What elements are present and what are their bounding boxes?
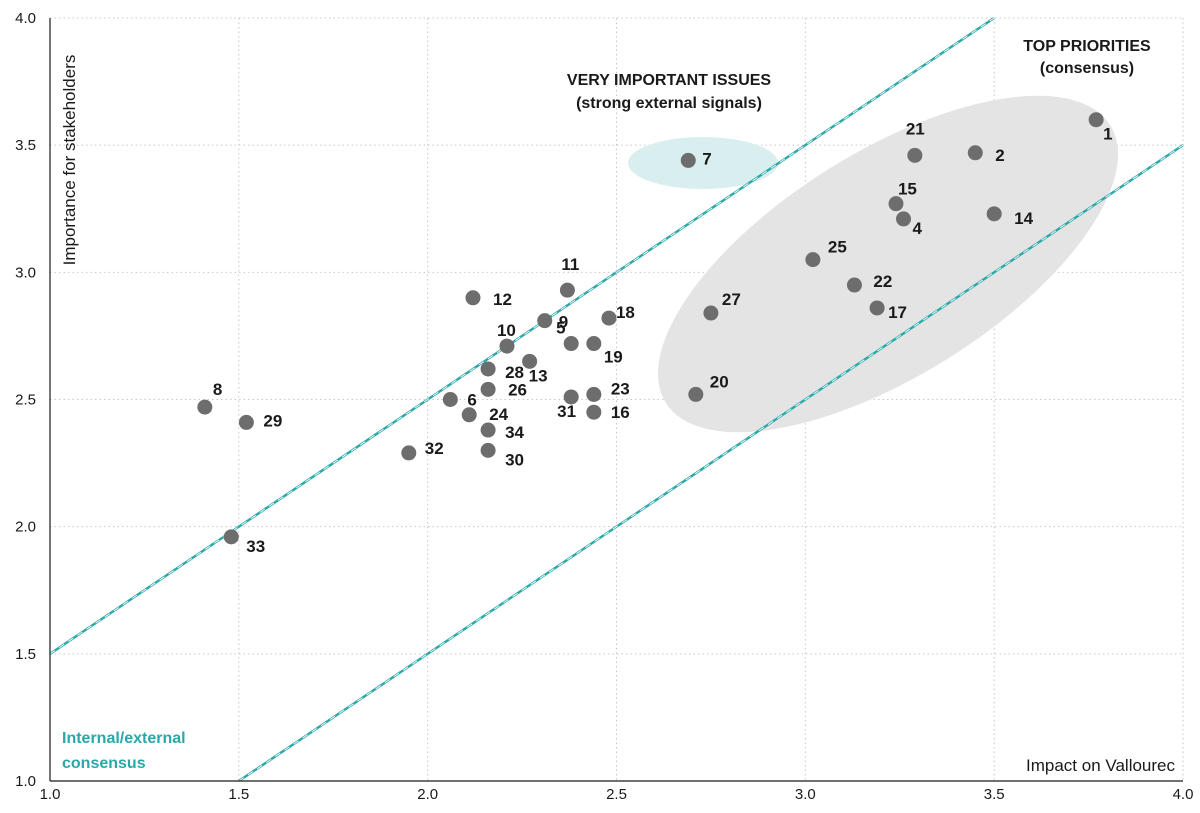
y-axis-title: Importance for stakeholders xyxy=(60,55,79,266)
consensus-lines xyxy=(49,17,1184,782)
point-label: 18 xyxy=(616,303,635,322)
x-axis-title: Impact on Vallourec xyxy=(1026,756,1175,775)
data-point xyxy=(680,152,696,168)
point-label: 29 xyxy=(263,411,282,430)
y-tick-label: 3.5 xyxy=(15,137,36,154)
consensus-label-line2: consensus xyxy=(62,755,146,772)
y-tick-label: 3.0 xyxy=(15,264,36,281)
consensus-line-dash xyxy=(238,144,1184,782)
point-label: 7 xyxy=(702,149,711,168)
x-tick-label: 1.0 xyxy=(40,786,61,803)
point-label: 15 xyxy=(898,180,917,199)
data-point xyxy=(896,211,912,227)
top-priorities-area xyxy=(658,95,1118,433)
point-label: 21 xyxy=(906,119,925,138)
regions xyxy=(628,95,1118,433)
point-label: 25 xyxy=(828,238,847,257)
data-point xyxy=(986,206,1002,222)
data-point xyxy=(480,381,496,397)
data-point xyxy=(223,529,239,545)
y-tick-label: 1.0 xyxy=(15,773,36,790)
data-point xyxy=(480,361,496,377)
data-point xyxy=(907,147,923,163)
point-label: 13 xyxy=(529,366,548,385)
point-label: 19 xyxy=(604,348,623,367)
y-tick-label: 2.5 xyxy=(15,392,36,409)
data-point xyxy=(586,336,602,352)
data-point xyxy=(401,445,417,461)
data-point xyxy=(586,386,602,402)
x-tick-label: 3.5 xyxy=(984,786,1005,803)
data-point xyxy=(869,300,885,316)
point-label: 30 xyxy=(505,450,524,469)
point-label: 16 xyxy=(611,403,630,422)
data-point xyxy=(499,338,515,354)
point-label: 6 xyxy=(467,391,476,410)
point-label: 27 xyxy=(722,290,741,309)
y-tick-label: 2.0 xyxy=(15,519,36,536)
x-tick-label: 3.0 xyxy=(795,786,816,803)
point-label: 5 xyxy=(556,319,565,338)
data-point xyxy=(480,442,496,458)
data-point xyxy=(197,399,213,415)
point-label: 31 xyxy=(557,402,576,421)
y-tick-label: 1.5 xyxy=(15,646,36,663)
point-label: 23 xyxy=(611,379,630,398)
point-label: 22 xyxy=(873,272,892,291)
data-point xyxy=(805,252,821,268)
point-label: 11 xyxy=(561,255,579,274)
data-point xyxy=(1088,112,1104,128)
point-label: 2 xyxy=(995,146,1004,165)
data-point xyxy=(465,290,481,306)
data-point xyxy=(559,282,575,298)
y-tick-label: 4.0 xyxy=(15,10,36,27)
data-point xyxy=(563,389,579,405)
point-label: 4 xyxy=(913,219,923,238)
point-label: 34 xyxy=(505,423,524,442)
top-priorities-subtitle: (consensus) xyxy=(1040,60,1134,77)
x-tick-label: 2.0 xyxy=(417,786,438,803)
very-important-area xyxy=(628,137,778,189)
consensus-line-dash xyxy=(49,17,995,655)
data-point xyxy=(888,196,904,212)
x-tick-label: 4.0 xyxy=(1173,786,1194,803)
point-label: 10 xyxy=(497,321,516,340)
data-point xyxy=(522,353,538,369)
point-label: 26 xyxy=(508,380,527,399)
data-point xyxy=(703,305,719,321)
top-priorities-title: TOP PRIORITIES xyxy=(1023,38,1151,55)
point-label: 14 xyxy=(1014,209,1033,228)
x-tick-label: 1.5 xyxy=(228,786,249,803)
point-label: 9 xyxy=(559,313,568,332)
tick-labels: 1.0 1.5 2.0 2.5 3.0 3.5 4.0 1.0 1.5 2.0 2.5 3.0 3.5 4… xyxy=(15,10,1193,803)
consensus-label-line1: Internal/external xyxy=(62,730,186,747)
data-point xyxy=(586,404,602,420)
data-point xyxy=(601,310,617,326)
point-label: 24 xyxy=(489,405,508,424)
x-tick-label: 2.5 xyxy=(606,786,627,803)
data-point xyxy=(461,407,477,423)
point-label: 8 xyxy=(213,380,222,399)
data-point xyxy=(480,422,496,438)
data-point xyxy=(967,145,983,161)
data-point xyxy=(846,277,862,293)
data-points: 1245678910111213141516171819202122232425… xyxy=(197,112,1113,556)
point-label: 28 xyxy=(505,363,524,382)
data-point xyxy=(688,386,704,402)
axes xyxy=(49,18,1183,782)
point-label: 20 xyxy=(710,372,729,391)
very-important-subtitle: (strong external signals) xyxy=(576,95,762,112)
point-label: 12 xyxy=(493,290,512,309)
point-label: 17 xyxy=(888,303,907,322)
data-point xyxy=(442,392,458,407)
point-label: 1 xyxy=(1103,125,1112,144)
data-point xyxy=(563,336,579,352)
data-point xyxy=(537,313,553,329)
data-point xyxy=(238,414,254,430)
point-label: 32 xyxy=(425,439,444,458)
point-label: 33 xyxy=(246,537,265,556)
very-important-title: VERY IMPORTANT ISSUES xyxy=(567,72,772,89)
